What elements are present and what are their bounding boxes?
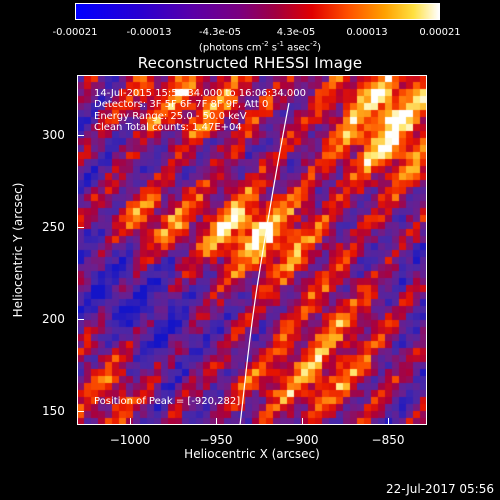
colorbar [75,3,440,20]
y-tick [77,411,84,412]
x-tick-label: −1000 [109,433,151,447]
info-detectors: Detectors: 3F 5F 6F 7F 8F 9F, Att 0 [94,99,269,110]
plot-title: Reconstructed RHESSI Image [137,54,363,72]
y-tick [77,227,84,228]
colorbar-tick: 0.00013 [346,27,388,38]
colorbar-tick: 4.3e-05 [276,27,316,38]
heatmap-canvas [77,75,427,425]
info-time: 14-Jul-2015 15:56:34.000 to 16:06:34.000 [94,88,306,99]
colorbar-tick: 0.00021 [419,27,461,38]
y-tick [77,319,84,320]
solar-limb [239,102,290,425]
x-tick [216,418,217,425]
y-tick-label: 250 [42,220,65,234]
y-tick-label: 150 [42,404,65,418]
x-tick [388,418,389,425]
x-tick-label: −950 [199,433,233,447]
info-energy: Energy Range: 25.0 - 50.0 keV [94,111,247,122]
info-peak: Position of Peak = [-920,282] [94,396,241,407]
timestamp: 22-Jul-2017 05:56 [385,482,494,496]
x-tick [130,418,131,425]
y-axis-label: Heliocentric Y (arcsec) [11,182,25,318]
x-tick-label: −900 [285,433,319,447]
x-axis-label: Heliocentric X (arcsec) [184,447,320,461]
x-tick-label: −850 [371,433,405,447]
rhessi-image [77,75,427,425]
x-tick [302,418,303,425]
info-clean: Clean Total counts: 1.47E+04 [94,122,242,133]
y-tick-label: 200 [42,312,65,326]
colorbar-tick: -4.3e-05 [199,27,241,38]
y-tick-label: 300 [42,128,65,142]
colorbar-tick: -0.00013 [126,27,172,38]
colorbar-units: (photons cm-2 s-1 asec-2) [198,40,322,54]
y-tick [77,135,84,136]
colorbar-tick: -0.00021 [52,27,98,38]
